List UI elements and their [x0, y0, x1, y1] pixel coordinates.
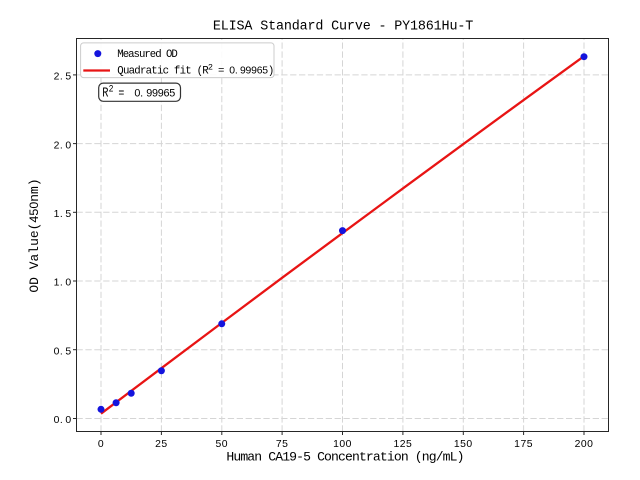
svg-text:0.0: 0. 0: [54, 415, 72, 426]
svg-text:125: 125: [393, 439, 412, 450]
svg-text:1.5: 1. 5: [54, 209, 72, 220]
svg-text:=: =: [118, 85, 124, 100]
svg-text:175: 175: [514, 439, 533, 450]
svg-text:2.5: 2. 5: [54, 72, 72, 83]
svg-text:100: 100: [333, 439, 352, 450]
svg-text:2: 2: [109, 83, 114, 94]
svg-text:OD Value(450nm): OD Value(450nm): [27, 178, 42, 292]
svg-text:Measured OD: Measured OD: [117, 49, 177, 61]
svg-text:2.0: 2. 0: [54, 140, 72, 151]
svg-text:R: R: [102, 86, 108, 101]
svg-text:0: 0: [98, 439, 104, 450]
svg-text:150: 150: [454, 439, 473, 450]
svg-text:Quadratic fit (R2 = 0.99965): Quadratic fit (R2 = 0. 99965): [117, 63, 273, 78]
svg-text:0.99965: 0. 99965: [134, 87, 175, 99]
svg-text:Human CA19-5 Concentration (ng: Human CA19-5 Concentration (ng/mL): [226, 450, 463, 465]
svg-text:25: 25: [155, 439, 168, 450]
svg-text:ELISA Standard Curve - PY1861H: ELISA Standard Curve - PY1861Hu-T: [213, 20, 473, 35]
svg-text:50: 50: [216, 439, 229, 450]
svg-text:200: 200: [575, 439, 594, 450]
svg-text:1.0: 1. 0: [54, 278, 72, 289]
svg-text:75: 75: [276, 439, 289, 450]
svg-text:0.5: 0. 5: [54, 346, 72, 357]
